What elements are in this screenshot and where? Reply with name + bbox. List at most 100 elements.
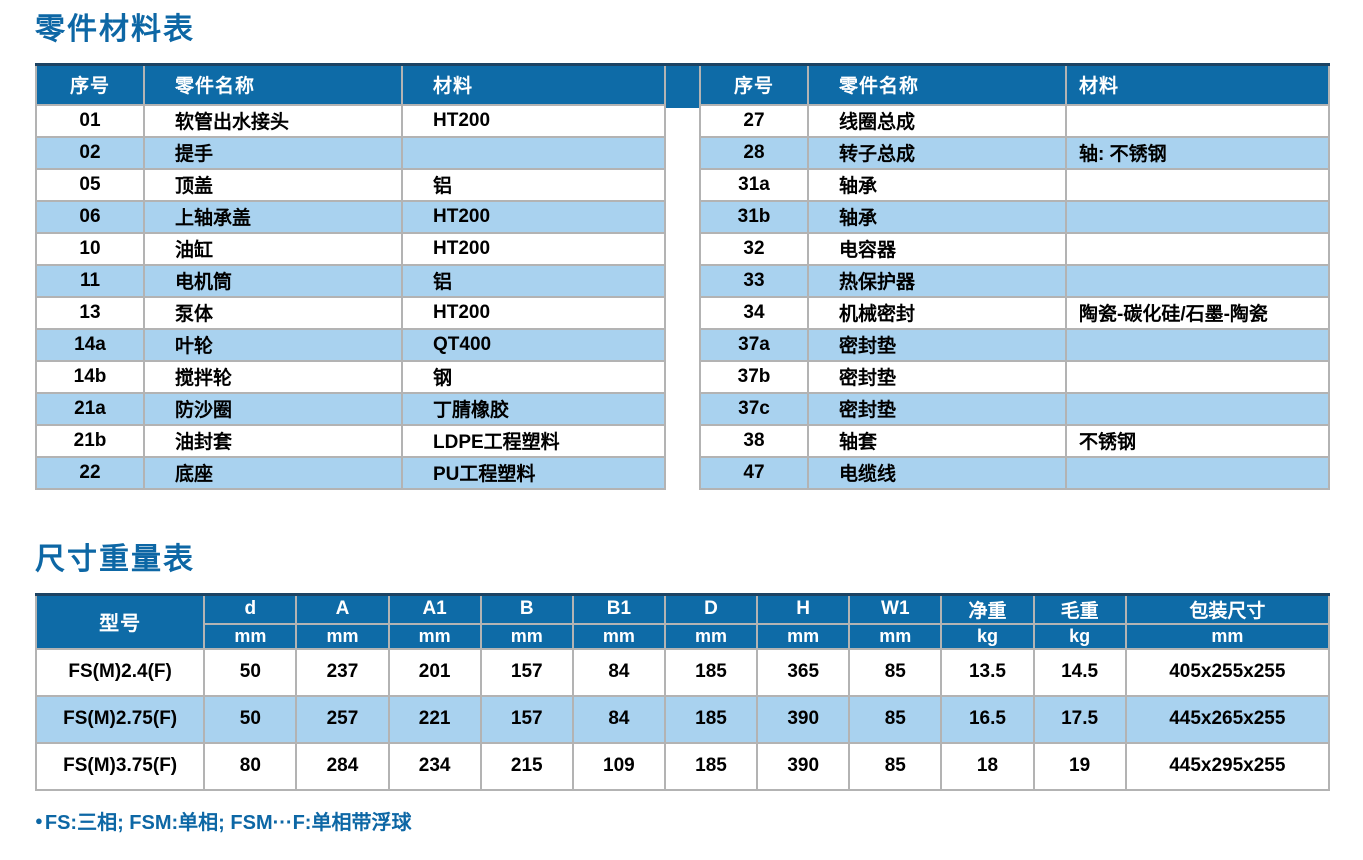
parts-table-row: 11 电机筒铝 — [35, 263, 666, 298]
parts-table-row: 38 轴套 不锈钢 — [699, 423, 1330, 458]
dim-col-label: B — [479, 592, 574, 625]
dim-value-cell: 50 — [203, 694, 298, 744]
parts-table-row: 06 上轴承盖 HT200 — [35, 199, 666, 234]
dim-value-cell: 365 — [756, 647, 851, 697]
dim-value-cell: 85 — [848, 694, 943, 744]
part-material-cell: 陶瓷-碳化硅/石墨-陶瓷 — [1065, 295, 1330, 330]
parts-table-row: 37a 密封垫 — [699, 327, 1330, 362]
dim-value-cell: 84 — [571, 647, 666, 697]
parts-table-row: 32 电容器 — [699, 231, 1330, 266]
dimension-label-row: 型号 d A A1 B B1 D H W1 净重 毛重 包装尺寸 — [34, 592, 1331, 650]
part-material-cell: 丁腈橡胶 — [401, 391, 666, 426]
part-index-cell: 47 — [699, 455, 809, 490]
part-index-cell: 33 — [699, 263, 809, 298]
dim-value-cell: 185 — [663, 647, 759, 697]
dim-value-cell: 445x295x255 — [1124, 741, 1331, 791]
dim-value-cell: 234 — [387, 741, 482, 791]
part-name-cell: 密封垫 — [807, 359, 1067, 394]
dimension-row: FS(M)2.75(F) 50 257 221 157 84 185 390 85 16.5 17.… — [34, 694, 1331, 744]
parts-table-row: 02 提手 — [35, 135, 666, 170]
dim-col-unit: mm — [663, 622, 759, 650]
part-name-cell: 叶轮 — [143, 327, 403, 362]
dim-col-unit: mm — [571, 622, 666, 650]
dim-col-unit: mm — [479, 622, 574, 650]
part-index-cell: 06 — [35, 199, 145, 234]
part-name-cell: 密封垫 — [807, 391, 1067, 426]
part-name-cell: 轴承 — [807, 167, 1067, 202]
dim-value-cell: 257 — [295, 694, 390, 744]
dim-value-cell: 445x265x255 — [1124, 694, 1331, 744]
dim-value-cell: 16.5 — [940, 694, 1035, 744]
part-index-cell: 31b — [699, 199, 809, 234]
part-material-cell: HT200 — [401, 103, 666, 138]
part-material-cell — [1065, 327, 1330, 362]
part-index-cell: 34 — [699, 295, 809, 330]
dim-col-unit: mm — [848, 622, 943, 650]
dim-col-label: D — [663, 592, 759, 625]
col-header-index: 序号 — [699, 63, 809, 106]
part-index-cell: 11 — [35, 263, 145, 298]
dim-col-unit: mm — [203, 622, 298, 650]
part-name-cell: 线圈总成 — [807, 103, 1067, 138]
dimension-row: FS(M)3.75(F) 80 284 234 215 109 185 390 85 18 19 44… — [34, 741, 1331, 791]
part-material-cell — [401, 135, 666, 170]
parts-header-row: 序号 零件名称 材料 — [35, 63, 666, 106]
parts-table-row: 47 电缆线 — [699, 455, 1330, 490]
parts-table-row: 01 软管出水接头 HT200 — [35, 103, 666, 138]
part-material-cell: HT200 — [401, 295, 666, 330]
part-material-cell — [1065, 231, 1330, 266]
dim-value-cell: 215 — [479, 741, 574, 791]
parts-table-row: 28 转子总成 轴: 不锈钢 — [699, 135, 1330, 170]
dim-value-cell: 221 — [387, 694, 482, 744]
parts-table-right-body: 27 线圈总成 28 转子总成 轴: 不锈钢 31a 轴承 31b 轴承 32 电容器 33 热保护器 3… — [699, 103, 1330, 490]
part-index-cell: 05 — [35, 167, 145, 202]
part-index-cell: 01 — [35, 103, 145, 138]
model-cell: FS(M)2.75(F) — [34, 694, 206, 744]
dim-value-cell: 157 — [479, 694, 574, 744]
part-name-cell: 转子总成 — [807, 135, 1067, 170]
dim-value-cell: 17.5 — [1032, 694, 1127, 744]
part-material-cell: 轴: 不锈钢 — [1065, 135, 1330, 170]
dim-col-label: B1 — [571, 592, 666, 625]
part-index-cell: 27 — [699, 103, 809, 138]
part-material-cell: 不锈钢 — [1065, 423, 1330, 458]
dim-value-cell: 13.5 — [940, 647, 1035, 697]
dim-value-cell: 109 — [571, 741, 666, 791]
dim-col-label: 毛重 — [1032, 592, 1127, 625]
part-name-cell: 提手 — [143, 135, 403, 170]
part-material-cell — [1065, 167, 1330, 202]
part-index-cell: 22 — [35, 455, 145, 490]
dim-value-cell: 237 — [295, 647, 390, 697]
part-material-cell: HT200 — [401, 231, 666, 266]
dim-col-label: d — [203, 592, 298, 625]
footnote: ● FS:三相; FSM:单相; FSM···F:单相带浮球 — [35, 806, 1330, 835]
dim-value-cell: 19 — [1032, 741, 1127, 791]
part-name-cell: 轴套 — [807, 423, 1067, 458]
part-name-cell: 电机筒 — [143, 263, 403, 298]
part-index-cell: 38 — [699, 423, 809, 458]
dim-col-unit: mm — [756, 622, 851, 650]
parts-table-row: 10 油缸 HT200 — [35, 231, 666, 266]
footnote-text: FS:三相; FSM:单相; FSM···F:单相带浮球 — [44, 811, 412, 834]
parts-material-table: 序号 零件名称 材料 01 软管出水接头 HT200 02 提手 05 顶盖铝 06 上轴承盖 H… — [35, 63, 1330, 490]
dim-col-unit: mm — [1124, 622, 1331, 650]
table-gap-body — [666, 108, 699, 490]
part-index-cell: 21b — [35, 423, 145, 458]
parts-header-row: 序号 零件名称 材料 — [699, 63, 1330, 106]
dim-value-cell: 185 — [663, 741, 759, 791]
part-index-cell: 31a — [699, 167, 809, 202]
part-name-cell: 顶盖 — [143, 167, 403, 202]
part-index-cell: 02 — [35, 135, 145, 170]
part-material-cell — [1065, 359, 1330, 394]
part-index-cell: 14b — [35, 359, 145, 394]
dimension-unit-row: mm mm mm mm mm mm mm mm kg kg mm — [36, 622, 1331, 650]
part-material-cell: PU工程塑料 — [401, 455, 666, 490]
part-material-cell — [1065, 199, 1330, 234]
parts-table-row: 37b 密封垫 — [699, 359, 1330, 394]
dim-value-cell: 84 — [571, 694, 666, 744]
dim-col-unit: mm — [295, 622, 390, 650]
part-name-cell: 轴承 — [807, 199, 1067, 234]
dim-col-label: 净重 — [940, 592, 1035, 625]
part-name-cell: 电容器 — [807, 231, 1067, 266]
parts-table-row: 14a 叶轮 QT400 — [35, 327, 666, 362]
